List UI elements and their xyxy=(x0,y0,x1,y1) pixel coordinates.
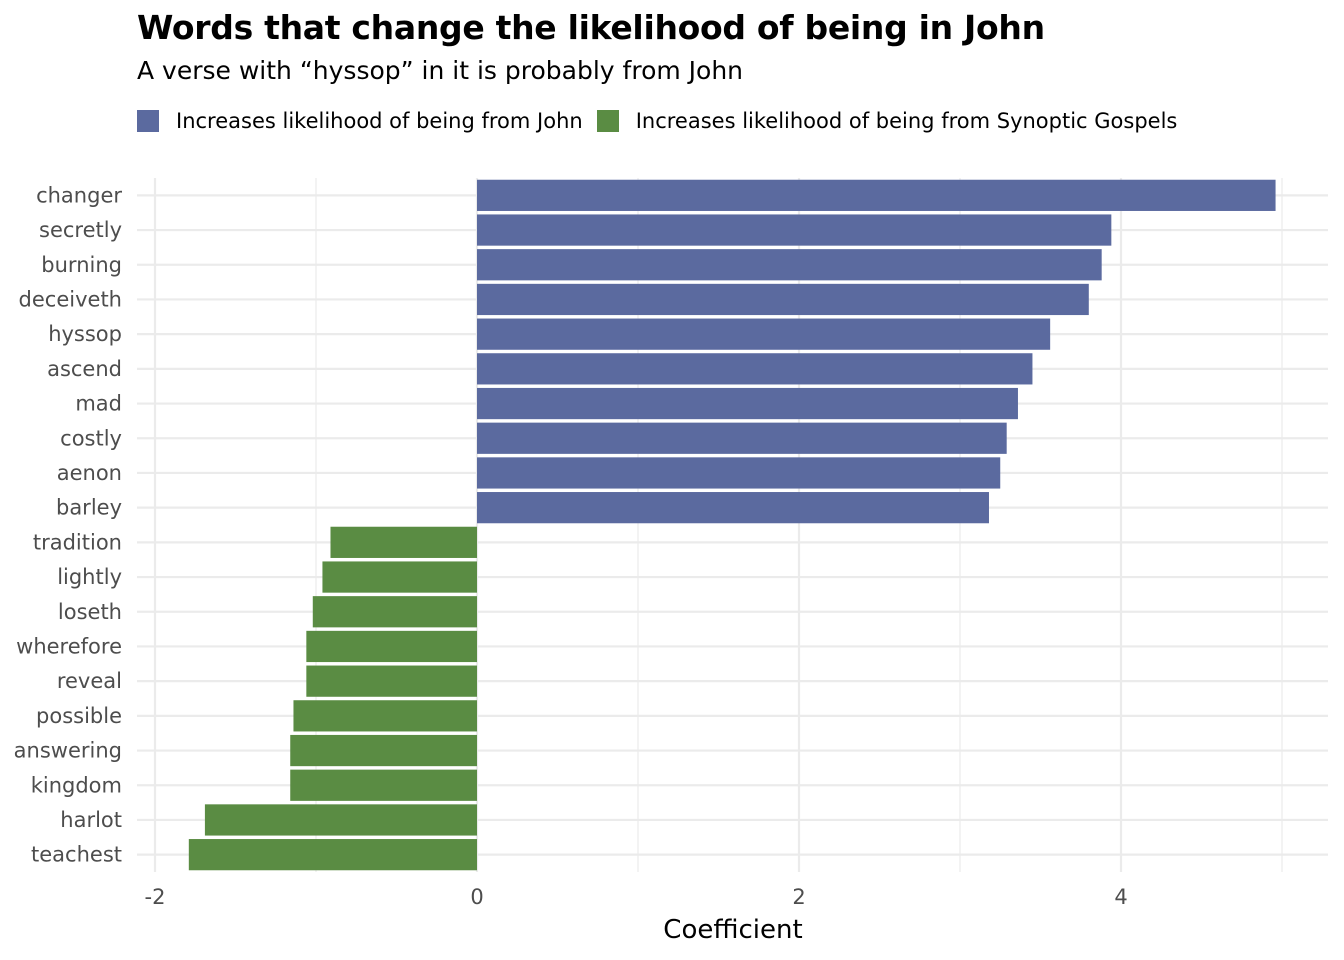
y-tick-label-aenon: aenon xyxy=(57,461,122,485)
y-tick-label-mad: mad xyxy=(75,392,122,416)
chart-title: Words that change the likelihood of bein… xyxy=(137,8,1045,47)
y-tick-label-wherefore: wherefore xyxy=(16,634,122,658)
bar-wherefore xyxy=(306,630,477,663)
bar-harlot xyxy=(204,804,477,836)
y-tick-label-burning: burning xyxy=(41,253,122,277)
bar-changer xyxy=(477,179,1276,211)
y-tick-label-possible: possible xyxy=(36,704,122,728)
x-axis-tick-labels: -2 0 2 4 xyxy=(145,885,1128,909)
x-tick-label: 2 xyxy=(792,885,805,909)
legend-item-synoptic: Increases likelihood of being from Synop… xyxy=(596,109,1178,133)
bar-deceiveth xyxy=(477,283,1089,316)
y-tick-label-answering: answering xyxy=(14,739,122,763)
y-tick-label-kingdom: kingdom xyxy=(31,773,122,797)
y-tick-label-hyssop: hyssop xyxy=(48,322,122,346)
y-tick-label-changer: changer xyxy=(36,183,122,207)
legend-swatch-john xyxy=(137,110,159,132)
legend-swatch-synoptic xyxy=(596,110,619,132)
bar-loseth xyxy=(312,596,477,628)
y-tick-label-tradition: tradition xyxy=(33,530,122,554)
y-tick-label-secretly: secretly xyxy=(39,218,122,242)
bars xyxy=(188,179,1276,871)
x-tick-label: 4 xyxy=(1114,885,1127,909)
y-tick-label-loseth: loseth xyxy=(58,600,122,624)
bar-lightly xyxy=(322,561,477,593)
y-tick-label-teachest: teachest xyxy=(31,843,122,867)
bar-costly xyxy=(477,422,1007,454)
bar-ascend xyxy=(477,353,1033,385)
x-tick-label: -2 xyxy=(145,885,166,909)
y-tick-label-deceiveth: deceiveth xyxy=(19,287,122,311)
legend-item-john: Increases likelihood of being from John xyxy=(137,109,583,133)
x-tick-label: 0 xyxy=(470,885,483,909)
y-tick-label-lightly: lightly xyxy=(57,565,122,589)
y-tick-label-barley: barley xyxy=(56,496,122,520)
bar-mad xyxy=(477,387,1018,420)
bar-burning xyxy=(477,249,1102,281)
bar-possible xyxy=(293,700,477,732)
grid xyxy=(137,178,1328,872)
bar-tradition xyxy=(330,526,477,558)
bar-barley xyxy=(477,492,989,524)
y-tick-label-reveal: reveal xyxy=(57,669,122,693)
legend: Increases likelihood of being from John … xyxy=(137,108,1191,134)
y-axis-tick-labels: changer secretly burning deceiveth hyssop asc… xyxy=(14,183,123,866)
y-tick-label-harlot: harlot xyxy=(60,808,122,832)
y-tick-label-costly: costly xyxy=(60,426,122,450)
bar-reveal xyxy=(306,665,477,697)
x-axis-title: Coefficient xyxy=(663,915,802,945)
bar-answering xyxy=(290,734,477,767)
bar-teachest xyxy=(188,839,477,871)
bar-secretly xyxy=(477,214,1112,246)
chart-subtitle: A verse with “hyssop” in it is probably … xyxy=(137,56,744,85)
bar-kingdom xyxy=(290,769,477,801)
bar-aenon xyxy=(477,457,1001,489)
legend-label-synoptic: Increases likelihood of being from Synop… xyxy=(635,109,1178,133)
legend-label-john: Increases likelihood of being from John xyxy=(176,109,583,133)
bar-hyssop xyxy=(477,318,1051,350)
y-tick-label-ascend: ascend xyxy=(47,357,122,381)
